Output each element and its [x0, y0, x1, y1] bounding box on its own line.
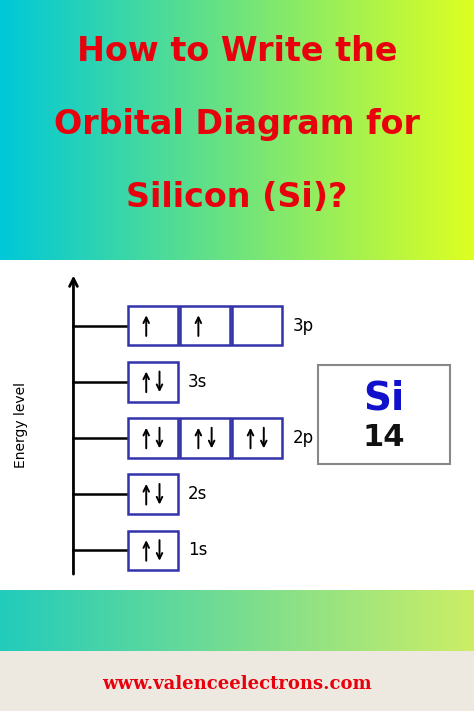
Text: 1s: 1s [188, 542, 208, 560]
Bar [180, 306, 230, 346]
Bar [0, 651, 474, 711]
Bar [180, 418, 230, 458]
Bar [232, 418, 282, 458]
Text: How to Write the: How to Write the [77, 36, 397, 68]
Text: Energy level: Energy level [14, 382, 28, 468]
Bar [128, 362, 178, 402]
Bar [128, 418, 178, 458]
Text: 3p: 3p [292, 316, 314, 335]
Text: 2p: 2p [292, 429, 314, 447]
Text: Orbital Diagram for: Orbital Diagram for [54, 108, 420, 141]
Text: Silicon (Si)?: Silicon (Si)? [127, 181, 347, 214]
Bar [232, 306, 282, 346]
Text: 2s: 2s [188, 485, 208, 503]
Text: www.valenceelectrons.com: www.valenceelectrons.com [102, 675, 372, 693]
Bar [128, 306, 178, 346]
Text: 3s: 3s [188, 373, 208, 391]
Text: Si: Si [363, 379, 405, 417]
Bar [128, 530, 178, 570]
Bar [128, 474, 178, 514]
Bar [318, 365, 450, 464]
Text: 14: 14 [363, 423, 405, 452]
